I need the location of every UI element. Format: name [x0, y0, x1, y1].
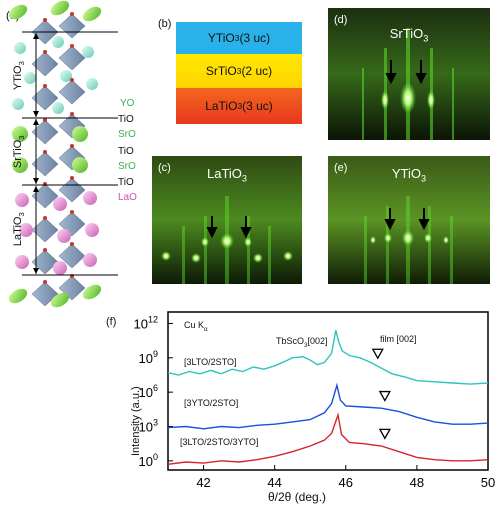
- rheed-pattern-e: [364, 196, 453, 284]
- y-tick-label: 100: [139, 452, 158, 469]
- stack-layer-latio3: LaTiO 3 (3 uc): [176, 88, 302, 124]
- rheed-panel-d: SrTiO3: [328, 8, 490, 140]
- layer-label-tio: TiO: [118, 114, 134, 125]
- film-peak-marker: [378, 428, 391, 440]
- panel-f-letter: (f): [106, 316, 117, 328]
- panel-c-letter: (c): [158, 162, 171, 174]
- series-label-3: [3LTO/2STO/3YTO]: [180, 437, 259, 447]
- rheed-title-c: LaTiO3: [207, 166, 247, 184]
- series-label-1: [3LTO/2STO]: [184, 357, 237, 367]
- panel-e-letter: (e): [334, 162, 348, 174]
- y-axis-label: Intensity (a.u.): [130, 386, 142, 456]
- series-label-2: [3YTO/2STO]: [184, 398, 239, 408]
- x-tick-label: 46: [339, 475, 353, 490]
- series-line-1: [167, 330, 489, 385]
- annotation-cu-ka: Cu Kα: [184, 320, 208, 333]
- annotation-film-peak: film [002]: [380, 334, 417, 344]
- stack-layer-srtio3: SrTiO 3 (2 uc): [176, 54, 302, 88]
- x-tick-label: 48: [410, 475, 424, 490]
- rheed-title-e: YTiO3: [391, 166, 427, 184]
- y-tick-label: 109: [139, 349, 158, 366]
- series-line-3: [167, 412, 489, 465]
- x-tick-label: 44: [267, 475, 281, 490]
- layer-label-tio: TiO: [118, 146, 134, 157]
- panel-d-letter: (d): [334, 14, 348, 26]
- x-axis-label: θ/2θ (deg.): [268, 490, 327, 504]
- rheed-title-d: SrTiO3: [389, 26, 429, 44]
- stack-layer-ytio3: YTiO 3 (3 uc): [176, 22, 302, 54]
- annotation-substrate-peak: TbScO3[002]: [276, 336, 328, 349]
- layer-label-sro: SrO: [118, 161, 136, 172]
- crystal-structure: [8, 0, 118, 308]
- x-tick-label: 50: [481, 475, 495, 490]
- panel-b-letter: (b): [158, 18, 172, 30]
- x-tick-label: 42: [196, 475, 210, 490]
- layer-label-sro: SrO: [118, 129, 136, 140]
- series-line-2: [167, 382, 489, 430]
- y-tick-label: 103: [139, 417, 158, 434]
- film-peak-marker: [371, 348, 384, 360]
- rheed-panel-c: LaTiO3: [152, 156, 302, 284]
- rheed-pattern-d: [362, 28, 454, 140]
- layer-label-lao: LaO: [118, 192, 137, 203]
- film-peak-marker: [378, 390, 391, 402]
- rheed-pattern-c: [161, 196, 293, 284]
- rheed-panel-e: YTiO3: [328, 156, 490, 284]
- y-tick-label: 1012: [134, 314, 158, 331]
- plot-frame: [167, 311, 489, 471]
- layer-label-tio: TiO: [118, 177, 134, 188]
- y-tick-label: 106: [139, 383, 158, 400]
- layer-label-yo: YO: [120, 98, 135, 109]
